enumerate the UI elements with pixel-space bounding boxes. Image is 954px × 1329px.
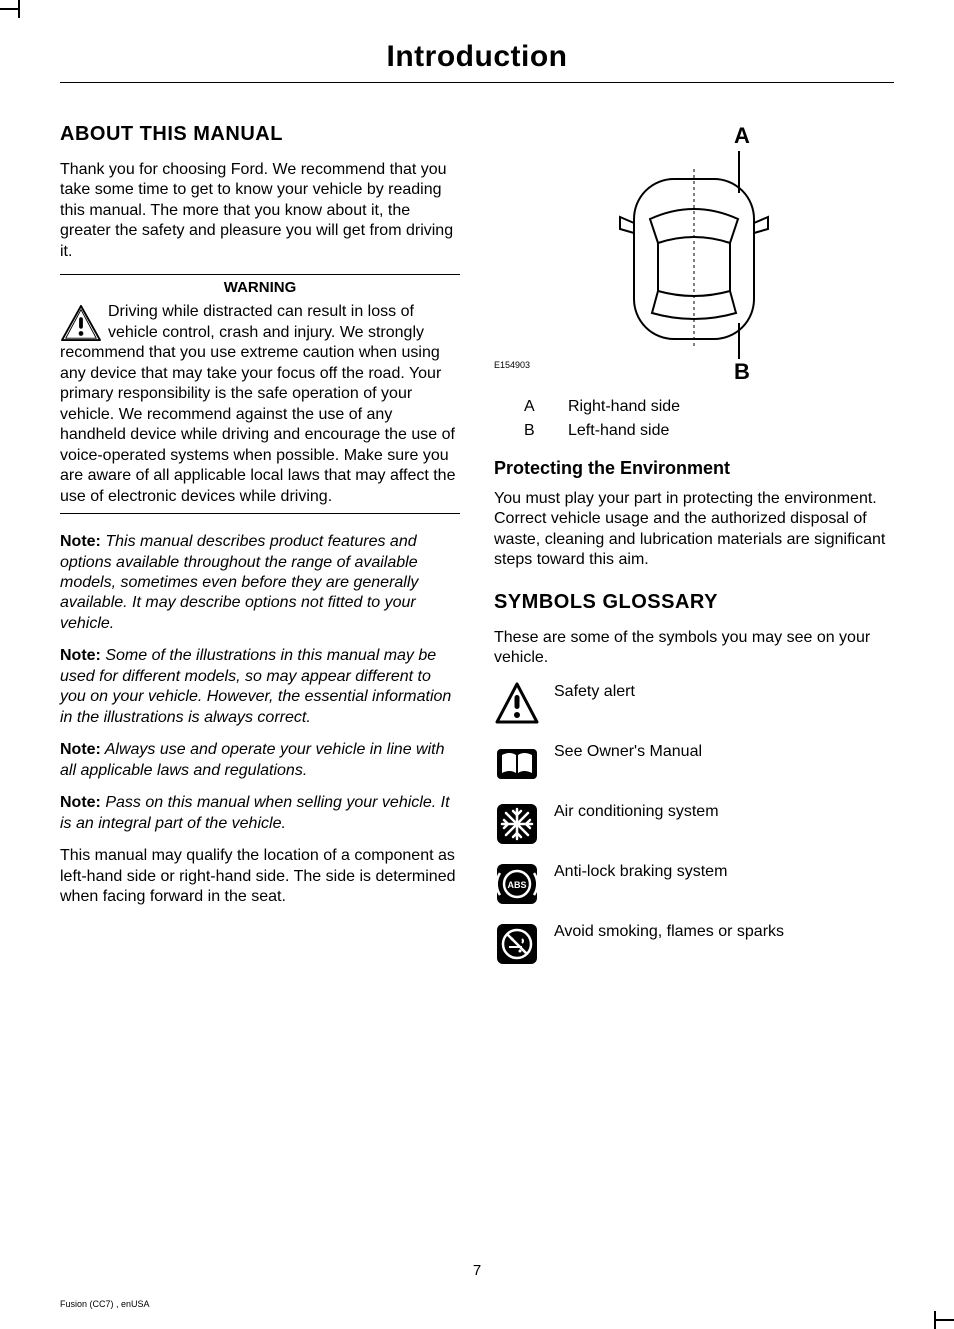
legend-value: Right-hand side [568,398,680,416]
symbol-row-safety: Safety alert [494,681,894,727]
safety-alert-icon [494,681,540,727]
diagram-label-a: A [734,123,750,148]
note-label: Note: [60,741,101,758]
abs-icon: ABS [494,861,540,907]
note-text: Some of the illustrations in this manual… [60,647,451,725]
symbol-row-ac: Air conditioning system [494,801,894,847]
symbol-row-manual: See Owner's Manual [494,741,894,787]
car-diagram: A B E154903 [494,123,894,388]
diagram-reference: E154903 [494,360,530,370]
diagram-legend: A Right-hand side B Left-hand side [524,398,894,440]
note-label: Note: [60,533,101,550]
note-text: Always use and operate your vehicle in l… [60,741,444,778]
right-column: A B E154903 [494,123,894,981]
content-columns: ABOUT THIS MANUAL Thank you for choosing… [60,123,894,981]
legend-row-a: A Right-hand side [524,398,894,416]
legend-value: Left-hand side [568,422,669,440]
symbol-label: Safety alert [554,681,635,701]
symbol-row-nosmoke: Avoid smoking, flames or sparks [494,921,894,967]
note-3: Note: Always use and operate your vehicl… [60,740,460,781]
symbols-intro: These are some of the symbols you may se… [494,628,894,669]
left-column: ABOUT THIS MANUAL Thank you for choosing… [60,123,460,981]
warning-triangle-icon [60,304,102,342]
symbols-heading: SYMBOLS GLOSSARY [494,591,894,614]
owners-manual-icon [494,741,540,787]
note-label: Note: [60,647,101,664]
warning-box: Driving while distracted can result in l… [60,302,460,514]
car-top-view-icon: A B [554,123,834,383]
air-conditioning-icon [494,801,540,847]
legend-key: B [524,422,542,440]
svg-text:ABS: ABS [507,880,526,890]
symbol-label: See Owner's Manual [554,741,702,761]
location-paragraph: This manual may qualify the location of … [60,846,460,907]
note-2: Note: Some of the illustrations in this … [60,646,460,728]
protecting-heading: Protecting the Environment [494,458,894,479]
symbol-label: Avoid smoking, flames or sparks [554,921,784,941]
warning-label: WARNING [60,274,460,296]
no-smoking-icon [494,921,540,967]
note-4: Note: Pass on this manual when selling y… [60,793,460,834]
diagram-label-b: B [734,359,750,383]
symbol-label: Anti-lock braking system [554,861,727,881]
page-title: Introduction [60,40,894,83]
about-heading: ABOUT THIS MANUAL [60,123,460,146]
footer-text: Fusion (CC7) , enUSA [60,1299,150,1309]
warning-text: Driving while distracted can result in l… [60,302,460,507]
legend-row-b: B Left-hand side [524,422,894,440]
symbol-label: Air conditioning system [554,801,719,821]
note-text: Pass on this manual when selling your ve… [60,794,450,831]
note-label: Note: [60,794,101,811]
page-number: 7 [0,1262,954,1279]
note-text: This manual describes product features a… [60,533,418,632]
legend-key: A [524,398,542,416]
symbol-row-abs: ABS Anti-lock braking system [494,861,894,907]
intro-paragraph: Thank you for choosing Ford. We recommen… [60,160,460,262]
note-1: Note: This manual describes product feat… [60,532,460,634]
protecting-text: You must play your part in protecting th… [494,489,894,571]
